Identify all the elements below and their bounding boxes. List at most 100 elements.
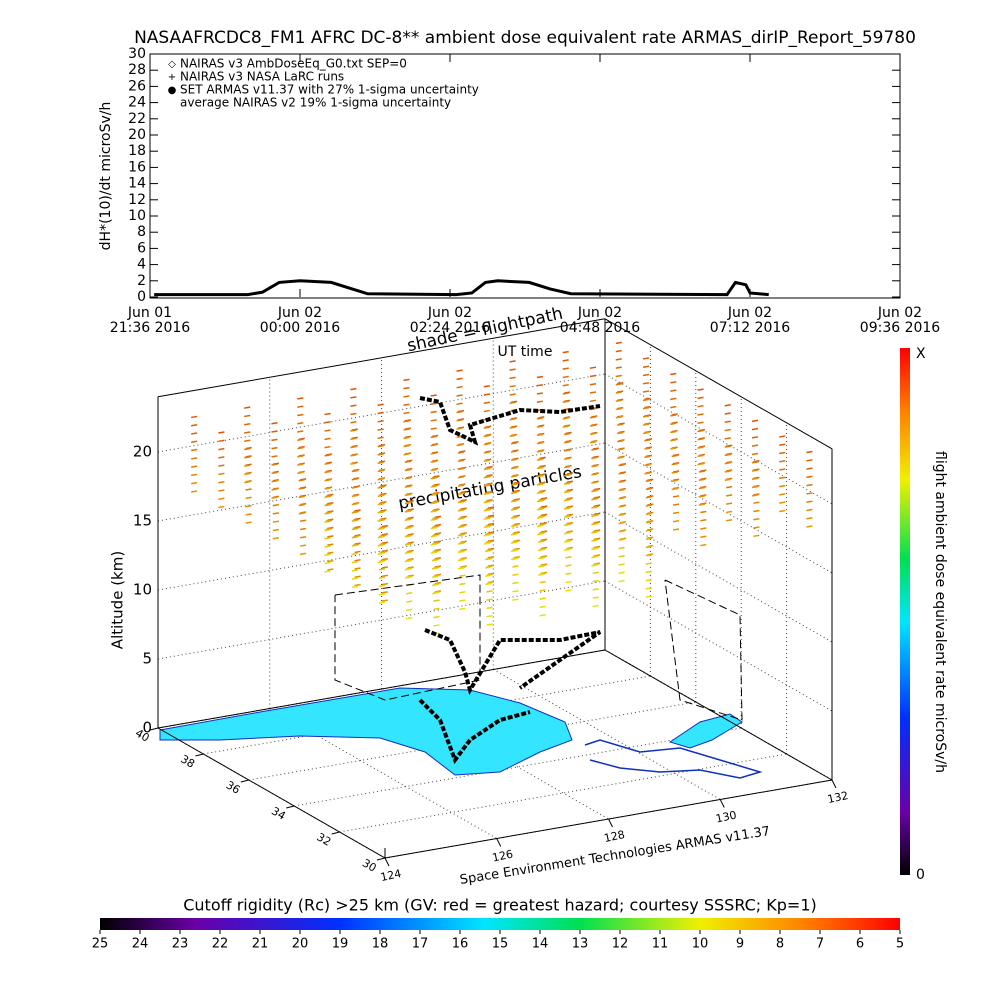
particle (459, 591, 466, 594)
colorbar-tick-label: 15 (492, 937, 509, 952)
grid-line (604, 580, 833, 712)
particle (244, 414, 251, 418)
particle (378, 568, 386, 571)
particle (536, 524, 543, 528)
particle (324, 536, 331, 540)
particle (589, 383, 597, 386)
colorbar-tick-label: 6 (856, 937, 864, 952)
particle (589, 407, 597, 411)
particle (404, 468, 411, 472)
particle (483, 393, 490, 396)
particle (591, 464, 598, 468)
particle (351, 569, 358, 572)
particle (563, 507, 571, 510)
particle (324, 528, 331, 532)
particle (218, 456, 225, 459)
lon-tick-label: 132 (826, 789, 849, 806)
particle (510, 499, 518, 503)
land (159, 687, 573, 776)
y-tick-label: 0 (137, 289, 146, 305)
particle (512, 598, 519, 601)
particle (591, 481, 598, 484)
particle (510, 483, 518, 486)
particle (589, 366, 597, 369)
particle (779, 435, 786, 438)
particle (672, 511, 680, 515)
particle (378, 593, 386, 596)
particle (483, 442, 490, 446)
axis-edge (157, 649, 606, 729)
particle (381, 582, 388, 586)
particle (563, 540, 571, 543)
land (668, 713, 743, 749)
particle (272, 528, 279, 532)
lat-tick-label: 36 (224, 778, 243, 796)
particle (324, 412, 331, 416)
particle (404, 543, 411, 546)
particle (430, 510, 437, 513)
particle (327, 568, 334, 571)
particle (299, 527, 307, 531)
particle (456, 385, 463, 389)
colorbar-label: X (916, 346, 926, 362)
particle (324, 545, 331, 548)
particle (536, 417, 543, 420)
particle (670, 372, 677, 376)
legend-entry: average NAIRAS v2 19% 1-sigma uncertaint… (180, 96, 451, 110)
particle (615, 366, 622, 369)
particle (457, 459, 465, 462)
particle (618, 513, 625, 517)
particle (617, 431, 624, 435)
particle (642, 415, 650, 418)
particle (512, 581, 519, 585)
particle (324, 503, 331, 507)
particle (806, 483, 813, 487)
colorbar-label: 0 (916, 867, 925, 883)
particle (430, 410, 437, 414)
particle (457, 500, 465, 504)
particle (457, 550, 465, 554)
particle (536, 466, 543, 470)
particle (430, 493, 437, 497)
particle (457, 517, 465, 520)
particle (354, 575, 361, 579)
particle (806, 525, 813, 528)
colorbar-tick-label: 10 (692, 937, 709, 952)
particle (618, 538, 625, 541)
particle (191, 490, 198, 493)
particle (406, 600, 413, 603)
lat-tick-label: 32 (315, 830, 334, 848)
lon-tick (608, 818, 613, 828)
colorbar-tick-label: 19 (332, 937, 349, 952)
particle (618, 497, 625, 500)
particle (645, 545, 652, 549)
particle (456, 369, 463, 372)
particle (403, 411, 410, 415)
particle (457, 534, 465, 537)
particle (642, 406, 650, 410)
particle (539, 589, 546, 592)
legend-entry: NAIRAS v3 AmbDoseEq_G0.txt SEP=0 (180, 57, 407, 71)
z-tick-label: 0 (142, 719, 152, 737)
particle (615, 382, 622, 386)
particle (645, 587, 652, 590)
flightpath (424, 628, 602, 696)
particle (724, 461, 731, 465)
particle (298, 495, 305, 499)
particle (591, 448, 598, 451)
particle (350, 445, 357, 449)
x-tick-label: Jun 02 (277, 305, 322, 321)
particle (483, 451, 490, 454)
particle (299, 552, 307, 556)
particle (591, 473, 598, 476)
axis-edge (604, 649, 833, 781)
particle (618, 579, 625, 583)
particle (191, 473, 198, 477)
particle (563, 490, 571, 494)
particle (751, 469, 759, 472)
lon-tick-label: 130 (715, 808, 738, 825)
lat-tick-label: 40 (133, 726, 152, 744)
particle (354, 550, 361, 554)
particle (697, 454, 704, 458)
particle (726, 494, 733, 497)
